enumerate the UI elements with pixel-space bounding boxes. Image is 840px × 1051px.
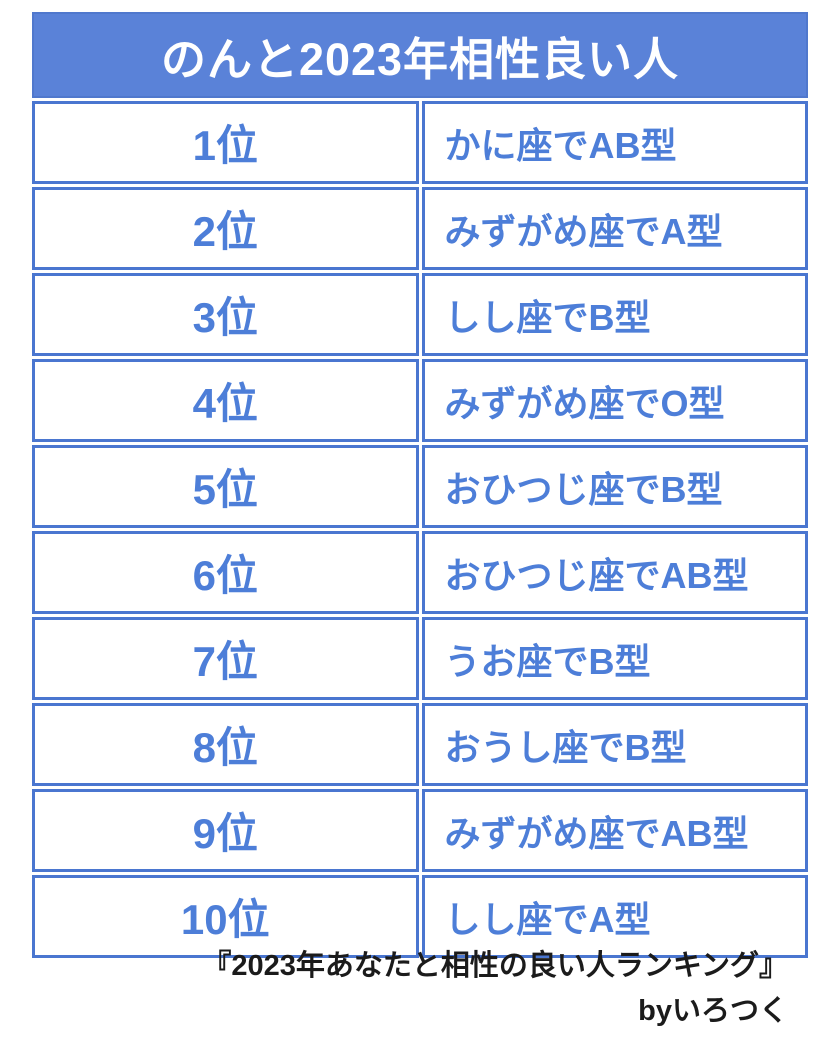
table-row: 6位 おひつじ座でAB型 (32, 531, 808, 614)
result-cell: みずがめ座でA型 (421, 187, 808, 270)
table-row: 4位 みずがめ座でO型 (32, 359, 808, 442)
footer-source-title: 『2023年あなたと相性の良い人ランキング』 (202, 950, 788, 982)
page-title: のんと2023年相性良い人 (32, 12, 808, 98)
result-cell: しし座でB型 (421, 273, 808, 356)
rank-cell: 4位 (32, 359, 419, 442)
result-cell: しし座でA型 (421, 875, 808, 958)
table-row: 7位 うお座でB型 (32, 617, 808, 700)
rank-cell: 6位 (32, 531, 419, 614)
ranking-table: のんと2023年相性良い人 1位 かに座でAB型 2位 みずがめ座でA型 3位 … (29, 9, 811, 961)
result-cell: うお座でB型 (421, 617, 808, 700)
rank-cell: 5位 (32, 445, 419, 528)
table-row: 8位 おうし座でB型 (32, 703, 808, 786)
result-cell: おうし座でB型 (421, 703, 808, 786)
rank-cell: 2位 (32, 187, 419, 270)
rank-cell: 10位 (32, 875, 419, 958)
rank-cell: 9位 (32, 789, 419, 872)
ranking-table-body: のんと2023年相性良い人 1位 かに座でAB型 2位 みずがめ座でA型 3位 … (32, 12, 808, 958)
rank-cell: 8位 (32, 703, 419, 786)
rank-cell: 3位 (32, 273, 419, 356)
result-cell: おひつじ座でAB型 (421, 531, 808, 614)
table-row: 5位 おひつじ座でB型 (32, 445, 808, 528)
result-cell: おひつじ座でB型 (421, 445, 808, 528)
result-cell: かに座でAB型 (421, 101, 808, 184)
table-row: 2位 みずがめ座でA型 (32, 187, 808, 270)
result-cell: みずがめ座でO型 (421, 359, 808, 442)
table-row: 9位 みずがめ座でAB型 (32, 789, 808, 872)
table-header-row: のんと2023年相性良い人 (32, 12, 808, 98)
table-row: 3位 しし座でB型 (32, 273, 808, 356)
result-cell: みずがめ座でAB型 (421, 789, 808, 872)
footer: 『2023年あなたと相性の良い人ランキング』 byいろつく (0, 946, 788, 1031)
table-row: 10位 しし座でA型 (32, 875, 808, 958)
table-row: 1位 かに座でAB型 (32, 101, 808, 184)
footer-credit: byいろつく (638, 995, 788, 1027)
rank-cell: 1位 (32, 101, 419, 184)
rank-cell: 7位 (32, 617, 419, 700)
